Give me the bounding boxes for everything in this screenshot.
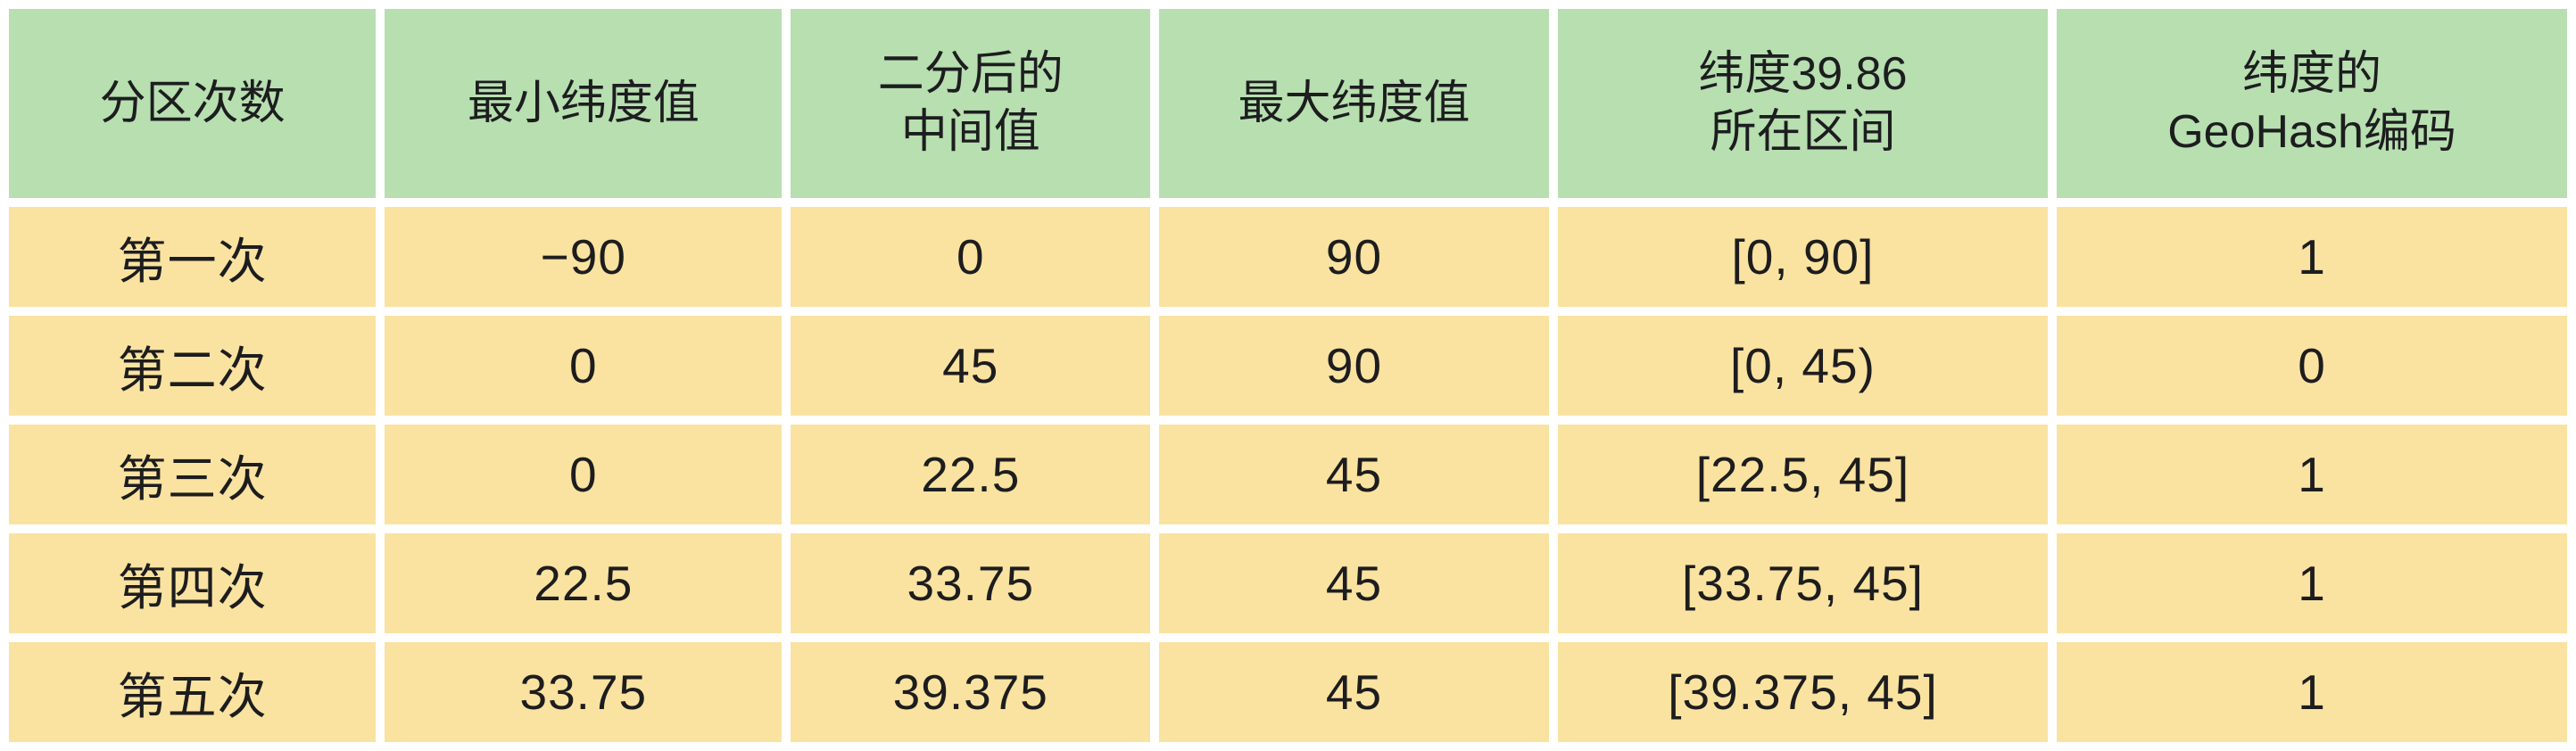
table-cell: 22.5 — [385, 533, 783, 633]
table-cell: −90 — [385, 207, 783, 307]
table-cell: 33.75 — [385, 642, 783, 742]
table-cell: 第一次 — [9, 207, 377, 307]
table-cell: 45 — [1159, 425, 1549, 524]
table-cell: 33.75 — [791, 533, 1151, 633]
table-cell: 第四次 — [9, 533, 377, 633]
header-geohash-code: 纬度的 GeoHash编码 — [2057, 9, 2567, 198]
table-cell: [0, 90] — [1557, 207, 2049, 307]
table-cell: 1 — [2057, 642, 2567, 742]
header-bisect-midpoint: 二分后的 中间值 — [791, 9, 1151, 198]
header-row: 分区次数 最小纬度值 二分后的 中间值 最大纬度值 纬度39.86 所在区间 纬… — [9, 9, 2567, 198]
table-cell: 第三次 — [9, 425, 377, 524]
table-cell: [0, 45) — [1557, 316, 2049, 416]
header-max-latitude: 最大纬度值 — [1159, 9, 1549, 198]
table-cell: [39.375, 45] — [1557, 642, 2049, 742]
table-row: 第三次 0 22.5 45 [22.5, 45] 1 — [9, 425, 2567, 524]
table-cell: 45 — [1159, 533, 1549, 633]
table-cell: 39.375 — [791, 642, 1151, 742]
table-cell: [22.5, 45] — [1557, 425, 2049, 524]
table-cell: 90 — [1159, 207, 1549, 307]
table-cell: 1 — [2057, 533, 2567, 633]
table-cell: 45 — [1159, 642, 1549, 742]
table-row: 第二次 0 45 90 [0, 45) 0 — [9, 316, 2567, 416]
table-row: 第一次 −90 0 90 [0, 90] 1 — [9, 207, 2567, 307]
table-cell: 90 — [1159, 316, 1549, 416]
header-interval-of-39-86: 纬度39.86 所在区间 — [1557, 9, 2049, 198]
table-cell: 1 — [2057, 207, 2567, 307]
header-min-latitude: 最小纬度值 — [385, 9, 783, 198]
header-partition-count: 分区次数 — [9, 9, 377, 198]
table-cell: 45 — [791, 316, 1151, 416]
table-cell: 0 — [2057, 316, 2567, 416]
table-cell: 0 — [791, 207, 1151, 307]
table-cell: 0 — [385, 425, 783, 524]
table-cell: 第五次 — [9, 642, 377, 742]
table-cell: 1 — [2057, 425, 2567, 524]
table-row: 第四次 22.5 33.75 45 [33.75, 45] 1 — [9, 533, 2567, 633]
table-row: 第五次 33.75 39.375 45 [39.375, 45] 1 — [9, 642, 2567, 742]
table-cell: 0 — [385, 316, 783, 416]
table-cell: 22.5 — [791, 425, 1151, 524]
table-cell: 第二次 — [9, 316, 377, 416]
table-cell: [33.75, 45] — [1557, 533, 2049, 633]
